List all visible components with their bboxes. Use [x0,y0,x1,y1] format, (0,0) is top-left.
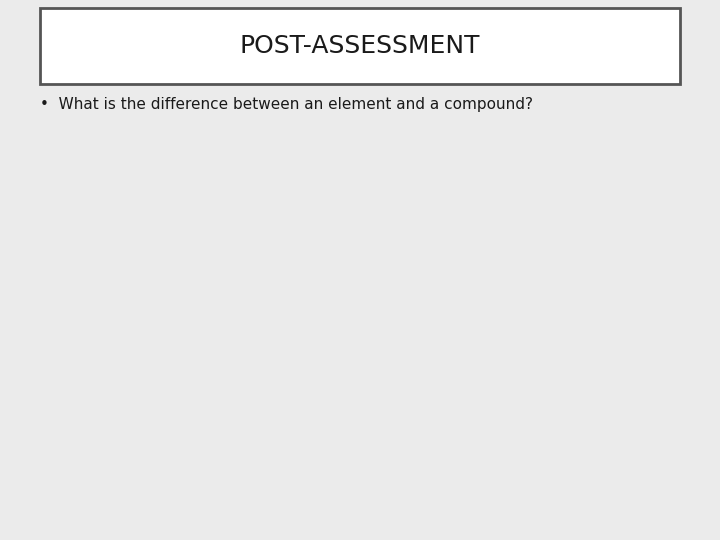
Text: POST-ASSESSMENT: POST-ASSESSMENT [240,34,480,58]
FancyBboxPatch shape [40,8,680,84]
Text: •  What is the difference between an element and a compound?: • What is the difference between an elem… [40,97,533,112]
